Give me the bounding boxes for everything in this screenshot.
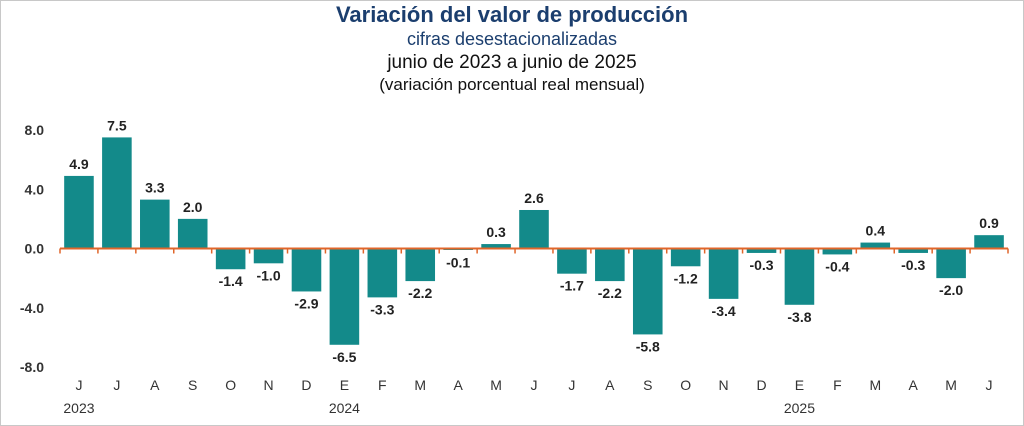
x-tick-label: F bbox=[378, 377, 387, 393]
x-tick-label: N bbox=[263, 377, 273, 393]
bar-value-label: -1.2 bbox=[674, 270, 698, 286]
bar-value-label: 7.5 bbox=[107, 117, 127, 133]
x-tick-label: J bbox=[531, 377, 538, 393]
x-tick-label: M bbox=[945, 377, 957, 393]
bar bbox=[140, 199, 170, 249]
bar bbox=[784, 248, 815, 305]
bar-value-label: 0.4 bbox=[866, 223, 886, 239]
bar-value-label: -1.7 bbox=[560, 278, 584, 294]
bar bbox=[974, 235, 1004, 249]
x-tick-label: A bbox=[909, 377, 919, 393]
bar bbox=[670, 248, 701, 267]
x-tick-label: O bbox=[225, 377, 236, 393]
chart-title: Variación del valor de producción bbox=[335, 2, 689, 27]
x-tick-label: D bbox=[756, 377, 766, 393]
bar-value-label: 3.3 bbox=[145, 180, 165, 196]
chart-subtitle-2: junio de 2023 a junio de 2025 bbox=[387, 52, 637, 73]
bar bbox=[898, 248, 928, 253]
bar-value-label: -1.4 bbox=[219, 273, 243, 289]
bar bbox=[177, 218, 208, 249]
x-tick-label: J bbox=[568, 377, 575, 393]
bar bbox=[557, 248, 587, 274]
x-tick-label: F bbox=[833, 377, 842, 393]
x-tick-label: M bbox=[869, 377, 881, 393]
bar bbox=[746, 248, 777, 253]
bar bbox=[481, 244, 511, 249]
bar-value-label: -0.3 bbox=[901, 257, 925, 273]
x-tick-label: J bbox=[113, 377, 120, 393]
bar-value-label: -6.5 bbox=[332, 349, 356, 365]
bar-value-label: -0.4 bbox=[825, 258, 849, 274]
x-tick-label: A bbox=[605, 377, 615, 393]
x-tick-label: S bbox=[643, 377, 652, 393]
x-tick-label: D bbox=[301, 377, 311, 393]
bar-value-label: -3.3 bbox=[370, 301, 394, 317]
x-tick-label: J bbox=[75, 377, 82, 393]
x-tick-label: M bbox=[414, 377, 426, 393]
bar bbox=[519, 209, 549, 249]
bar-value-label: -5.8 bbox=[636, 338, 660, 354]
bar-value-label: -2.9 bbox=[294, 295, 318, 311]
bar bbox=[64, 175, 94, 249]
year-label: 2025 bbox=[784, 400, 815, 416]
bar bbox=[595, 248, 625, 282]
bar bbox=[822, 248, 853, 255]
x-tick-label: J bbox=[986, 377, 993, 393]
x-tick-label: A bbox=[150, 377, 160, 393]
y-tick-label: 4.0 bbox=[25, 181, 45, 197]
y-tick-label: 8.0 bbox=[25, 122, 45, 138]
bar bbox=[405, 248, 436, 282]
bar-value-label: -1.0 bbox=[256, 267, 280, 283]
x-tick-label: E bbox=[795, 377, 804, 393]
x-tick-label: O bbox=[680, 377, 691, 393]
x-tick-label: N bbox=[719, 377, 729, 393]
bar bbox=[367, 248, 398, 298]
chart-subtitle-1: cifras desestacionalizadas bbox=[406, 29, 618, 49]
y-tick-label: -4.0 bbox=[20, 300, 44, 316]
year-label: 2024 bbox=[329, 400, 360, 416]
bar-value-label: -2.2 bbox=[598, 285, 622, 301]
x-tick-label: A bbox=[453, 377, 463, 393]
bar-value-label: -3.8 bbox=[787, 309, 811, 325]
bar bbox=[253, 248, 284, 264]
bar bbox=[291, 248, 322, 292]
x-tick-label: S bbox=[188, 377, 197, 393]
bar-value-label: 0.9 bbox=[979, 215, 999, 231]
x-tick-label: E bbox=[340, 377, 349, 393]
bar bbox=[708, 248, 739, 299]
bar-value-label: -0.1 bbox=[446, 255, 470, 271]
bar-value-label: 2.6 bbox=[524, 190, 544, 206]
bar bbox=[936, 248, 966, 279]
bar bbox=[860, 242, 891, 249]
bar-value-label: -2.2 bbox=[408, 285, 432, 301]
bar bbox=[102, 137, 132, 249]
bar-value-label: -0.3 bbox=[749, 257, 773, 273]
bar-value-label: -2.0 bbox=[939, 282, 963, 298]
bar bbox=[215, 248, 246, 270]
y-tick-label: 0.0 bbox=[25, 241, 45, 257]
chart-title-block: Variación del valor de producción cifras… bbox=[0, 2, 1024, 96]
bar bbox=[632, 248, 663, 335]
bar-value-label: 0.3 bbox=[486, 224, 506, 240]
x-tick-label: M bbox=[490, 377, 502, 393]
bar-value-label: 2.0 bbox=[183, 199, 203, 215]
chart-subtitle-3: (variación porcentual real mensual) bbox=[379, 75, 645, 94]
bar bbox=[329, 248, 360, 345]
y-tick-label: -8.0 bbox=[20, 359, 44, 375]
bar-value-label: 4.9 bbox=[69, 156, 89, 172]
bar-value-label: -3.4 bbox=[712, 303, 736, 319]
year-label: 2023 bbox=[63, 400, 94, 416]
